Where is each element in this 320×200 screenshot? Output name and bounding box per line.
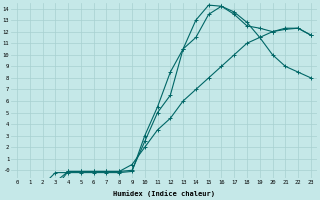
X-axis label: Humidex (Indice chaleur): Humidex (Indice chaleur)	[113, 190, 215, 197]
